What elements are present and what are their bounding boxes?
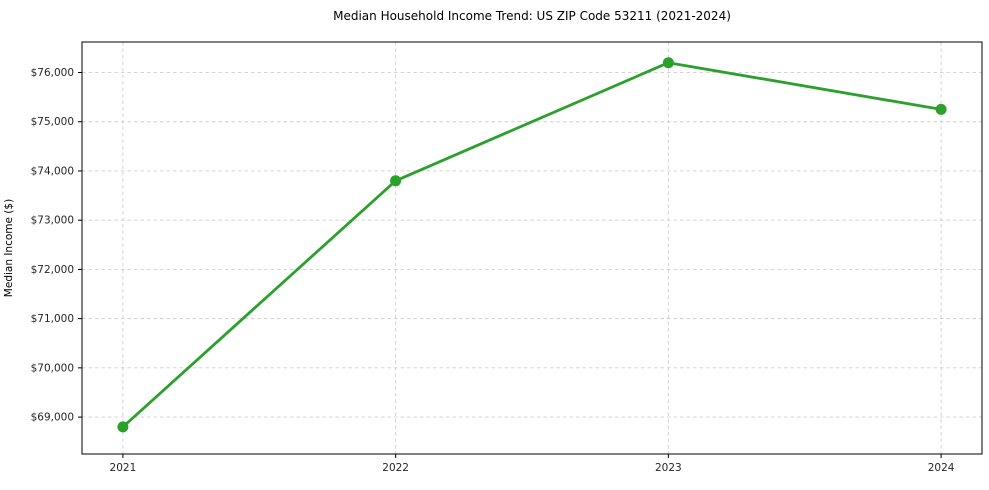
y-tick-label: $76,000: [31, 67, 74, 79]
x-tick-label: 2024: [928, 462, 955, 474]
chart-title: Median Household Income Trend: US ZIP Co…: [333, 9, 731, 23]
y-tick-label: $71,000: [31, 313, 74, 325]
data-point-2021: [117, 421, 129, 433]
x-tick-label: 2021: [110, 462, 137, 474]
y-tick-label: $70,000: [31, 362, 74, 374]
income-line: [121, 61, 943, 429]
x-tick-label: 2023: [655, 462, 682, 474]
data-point-2024: [935, 103, 947, 115]
y-tick-label: $73,000: [31, 215, 74, 227]
data-point-2022: [390, 175, 402, 187]
y-tick-label: $75,000: [31, 116, 74, 128]
y-tick-label: $69,000: [31, 412, 74, 424]
data-point-2023: [662, 57, 674, 69]
plot-border: [81, 41, 983, 455]
y-tick-label: $72,000: [31, 264, 74, 276]
y-tick-label: $74,000: [31, 165, 74, 177]
x-tick-label: 2022: [382, 462, 409, 474]
